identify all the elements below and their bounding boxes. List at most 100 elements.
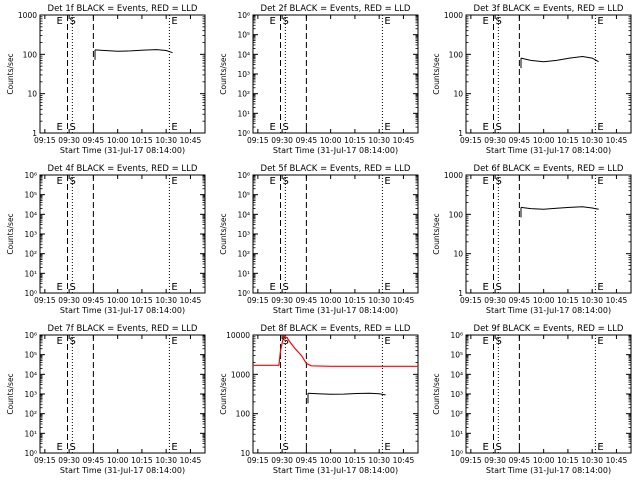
x-tick-label: 09:15 bbox=[460, 296, 482, 305]
x-tick-label: 09:30 bbox=[484, 136, 506, 145]
event-marker-label: E bbox=[384, 336, 390, 347]
y-tick-label: 10⁴ bbox=[450, 370, 463, 379]
y-tick-label: 10000 bbox=[226, 331, 250, 340]
x-tick-label: 10:45 bbox=[180, 296, 202, 305]
event-marker-label: E bbox=[57, 176, 63, 187]
x-tick-label: 09:45 bbox=[83, 456, 105, 465]
y-tick-label: 10¹ bbox=[24, 429, 37, 438]
y-tick-label: 10⁵ bbox=[237, 191, 250, 200]
x-tick-label: 09:30 bbox=[58, 136, 80, 145]
event-marker-label: E bbox=[270, 16, 276, 27]
x-tick-label: 10:15 bbox=[344, 136, 366, 145]
event-marker-label: E bbox=[597, 122, 603, 133]
y-tick-label: 10³ bbox=[24, 230, 37, 239]
y-tick-label: 10⁵ bbox=[24, 191, 37, 200]
y-tick-label: 10⁰ bbox=[24, 449, 37, 458]
x-tick-label: 09:30 bbox=[484, 296, 506, 305]
x-tick-label: 10:00 bbox=[107, 136, 129, 145]
y-tick-label: 1000 bbox=[444, 11, 463, 20]
event-marker-label: E bbox=[384, 122, 390, 133]
x-tick-label: 09:45 bbox=[509, 296, 531, 305]
x-axis-label: Start Time (31-Jul-17 08:14:00) bbox=[273, 306, 398, 315]
x-tick-label: 10:00 bbox=[107, 456, 129, 465]
y-tick-label: 10³ bbox=[450, 390, 463, 399]
y-axis-label: Counts/sec bbox=[432, 213, 441, 254]
y-tick-label: 10⁵ bbox=[450, 351, 463, 360]
event-marker-label: S bbox=[283, 122, 289, 133]
y-tick-label: 1 bbox=[32, 129, 37, 138]
x-tick-label: 10:15 bbox=[131, 456, 153, 465]
x-tick-label: 10:15 bbox=[131, 136, 153, 145]
plot-frame bbox=[465, 14, 632, 134]
x-tick-label: 10:45 bbox=[393, 296, 415, 305]
x-tick-label: 10:00 bbox=[107, 296, 129, 305]
y-axis-label: Counts/sec bbox=[432, 373, 441, 414]
event-marker-label: E bbox=[384, 282, 390, 293]
y-tick-label: 100 bbox=[449, 50, 464, 59]
x-tick-label: 09:30 bbox=[58, 296, 80, 305]
y-tick-label: 10 bbox=[453, 90, 463, 99]
x-tick-label: 09:45 bbox=[296, 136, 318, 145]
x-tick-label: 10:15 bbox=[557, 456, 579, 465]
event-marker-label: E bbox=[57, 122, 63, 133]
event-marker-label: E bbox=[483, 442, 489, 453]
x-tick-label: 09:30 bbox=[271, 456, 293, 465]
y-tick-label: 10⁴ bbox=[24, 210, 37, 219]
event-marker-label: E bbox=[483, 16, 489, 27]
x-tick-label: 09:15 bbox=[34, 136, 56, 145]
x-tick-label: 09:30 bbox=[271, 136, 293, 145]
x-tick-label: 10:45 bbox=[606, 296, 628, 305]
event-marker-label: E bbox=[57, 16, 63, 27]
event-marker-label: E bbox=[597, 336, 603, 347]
y-tick-label: 10¹ bbox=[24, 269, 37, 278]
y-tick-label: 10² bbox=[450, 410, 463, 419]
series-line bbox=[94, 49, 173, 54]
event-marker-label: E bbox=[597, 282, 603, 293]
y-tick-label: 10² bbox=[237, 250, 250, 259]
plot-frame bbox=[39, 334, 206, 454]
event-marker-label: E bbox=[57, 336, 63, 347]
plot-frame bbox=[465, 334, 632, 454]
chart-title: Det 7f BLACK = Events, RED = LLD bbox=[48, 324, 198, 334]
x-axis-label: Start Time (31-Jul-17 08:14:00) bbox=[486, 306, 611, 315]
event-marker-label: E bbox=[270, 122, 276, 133]
x-tick-label: 10:30 bbox=[581, 456, 603, 465]
event-marker-label: E bbox=[57, 442, 63, 453]
x-axis-label: Start Time (31-Jul-17 08:14:00) bbox=[60, 466, 185, 475]
x-tick-label: 10:00 bbox=[320, 296, 342, 305]
event-marker-label: S bbox=[70, 282, 76, 293]
x-tick-label: 09:45 bbox=[83, 136, 105, 145]
x-tick-label: 10:00 bbox=[320, 456, 342, 465]
x-tick-label: 09:30 bbox=[271, 296, 293, 305]
event-marker-label: S bbox=[496, 282, 502, 293]
event-marker-label: E bbox=[171, 442, 177, 453]
y-tick-label: 10³ bbox=[237, 70, 250, 79]
x-tick-label: 10:30 bbox=[368, 136, 390, 145]
x-axis-label: Start Time (31-Jul-17 08:14:00) bbox=[486, 466, 611, 475]
x-tick-label: 09:45 bbox=[296, 456, 318, 465]
plot-frame bbox=[39, 14, 206, 134]
y-tick-label: 10⁴ bbox=[237, 50, 250, 59]
y-tick-label: 1 bbox=[458, 129, 463, 138]
event-marker-label: E bbox=[171, 336, 177, 347]
series-line bbox=[307, 392, 386, 396]
x-axis-label: Start Time (31-Jul-17 08:14:00) bbox=[273, 466, 398, 475]
event-marker-label: E bbox=[171, 176, 177, 187]
x-tick-label: 10:15 bbox=[344, 456, 366, 465]
plot-frame bbox=[252, 334, 419, 454]
y-tick-label: 10⁰ bbox=[237, 289, 250, 298]
y-tick-label: 10⁰ bbox=[237, 129, 250, 138]
y-tick-label: 10⁵ bbox=[24, 351, 37, 360]
y-tick-label: 10⁰ bbox=[24, 289, 37, 298]
y-axis-label: Counts/sec bbox=[6, 373, 15, 414]
x-tick-label: 10:45 bbox=[180, 136, 202, 145]
y-tick-label: 10⁶ bbox=[450, 331, 463, 340]
event-marker-label: E bbox=[171, 16, 177, 27]
